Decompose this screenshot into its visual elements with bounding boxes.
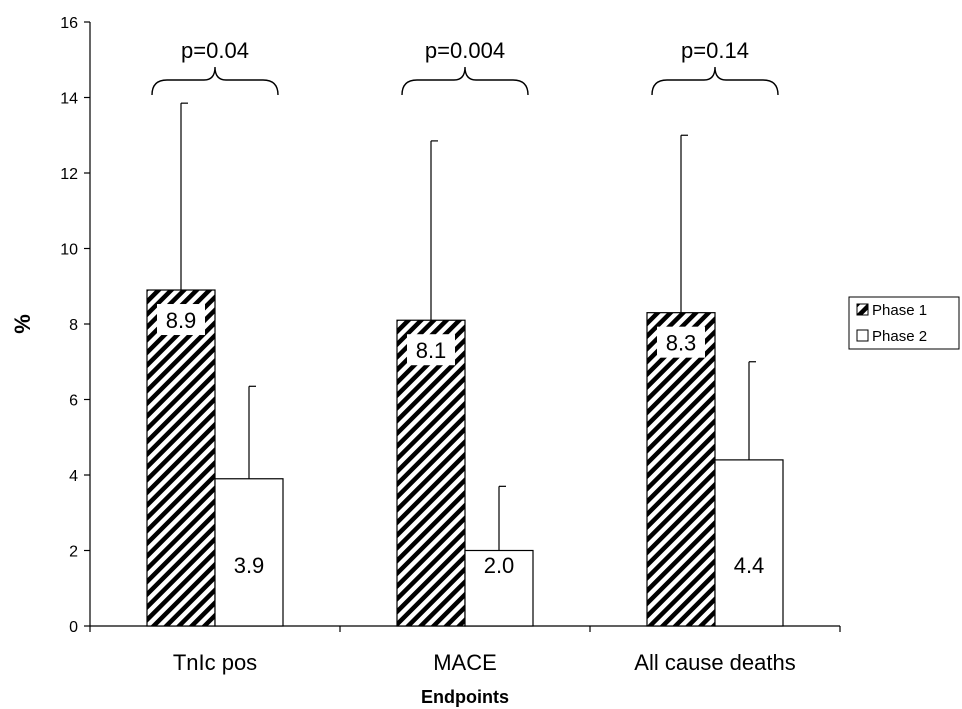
value-label: 8.1 [416, 338, 447, 363]
significance-brace [151, 66, 279, 96]
bar-phase-1 [646, 312, 716, 627]
y-tick-label: 14 [60, 91, 78, 108]
value-label-box [657, 326, 705, 358]
bar-phase-2 [464, 549, 534, 627]
y-tick-label: 10 [60, 242, 78, 259]
x-category-label: All cause deaths [634, 650, 795, 675]
y-tick-label: 2 [69, 544, 78, 561]
x-axis-title: Endpoints [421, 687, 509, 707]
y-tick-label: 4 [69, 468, 78, 485]
x-category-label: MACE [433, 650, 497, 675]
significance-brace [651, 66, 779, 96]
x-category-label: TnIc pos [173, 650, 257, 675]
bar-phase-1 [146, 289, 216, 627]
y-tick-label: 12 [60, 166, 78, 183]
significance-brace [401, 66, 529, 96]
value-label-box [157, 304, 205, 336]
value-label: 3.9 [234, 553, 265, 578]
bar-phase-1 [396, 319, 466, 627]
p-value-annotation: p=0.004 [425, 38, 505, 63]
value-label: 2.0 [484, 553, 515, 578]
legend: Phase 1 Phase 2 [848, 296, 960, 350]
p-value-annotation: p=0.04 [181, 38, 249, 63]
legend-label-phase-1: Phase 1 [872, 302, 927, 319]
bar-phase-2 [214, 478, 284, 627]
y-tick-label: 6 [69, 393, 78, 410]
value-label: 8.9 [166, 308, 197, 333]
p-value-annotation: p=0.14 [681, 38, 749, 63]
legend-swatch-phase-1 [856, 303, 869, 316]
legend-swatch-phase-2 [856, 329, 869, 342]
value-label-box [407, 334, 455, 366]
value-label: 8.3 [666, 331, 697, 356]
y-tick-label: 16 [60, 15, 78, 32]
y-tick-label: 8 [69, 317, 78, 334]
y-tick-label: 0 [69, 619, 78, 636]
bar-phase-2 [714, 459, 784, 627]
legend-label-phase-2: Phase 2 [872, 328, 927, 345]
value-label: 4.4 [734, 553, 765, 578]
y-axis-title: % [10, 314, 35, 334]
